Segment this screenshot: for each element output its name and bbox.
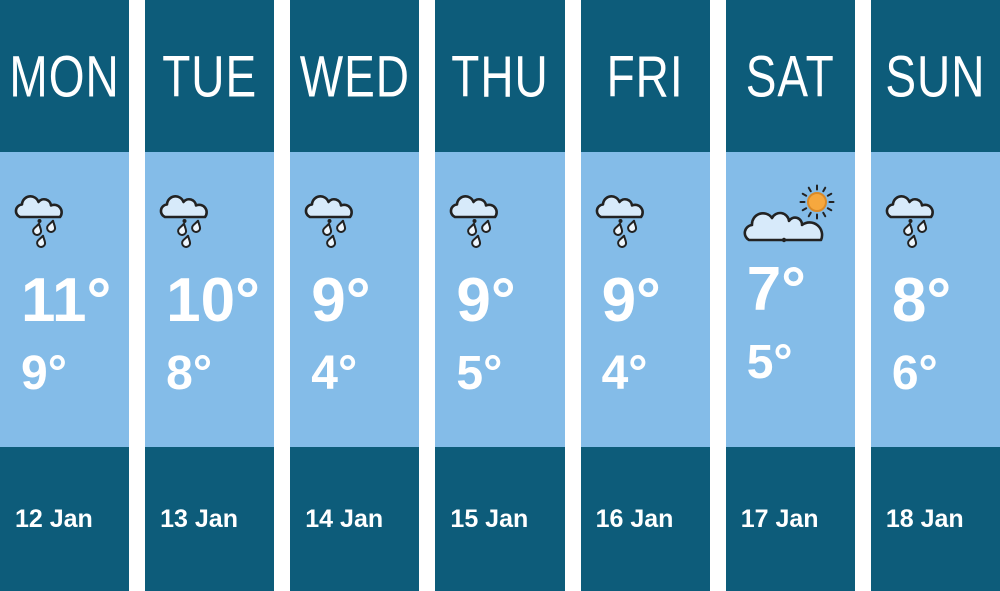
date-label: 17 Jan bbox=[740, 504, 819, 533]
day-header: THU bbox=[435, 0, 565, 152]
day-name-label: FRI bbox=[606, 42, 684, 110]
day-body: 9° 4° bbox=[290, 152, 420, 447]
low-temperature: 4° bbox=[311, 347, 358, 400]
day-column: SAT bbox=[725, 0, 855, 591]
day-footer: 12 Jan bbox=[0, 447, 130, 591]
date-label: 18 Jan bbox=[885, 504, 964, 533]
weather-icon-wrap bbox=[884, 195, 1000, 254]
day-header: SAT bbox=[725, 0, 855, 152]
day-name-label: TUE bbox=[162, 42, 258, 110]
day-header: SUN bbox=[870, 0, 1000, 152]
day-name-label: WED bbox=[299, 42, 411, 110]
high-temperature: 9° bbox=[456, 266, 516, 335]
day-column: MON 11° 9° 12 Jan bbox=[0, 0, 130, 591]
high-temperature: 7° bbox=[746, 255, 806, 324]
high-temperature: 8° bbox=[891, 266, 952, 335]
rain-cloud-icon bbox=[304, 195, 354, 248]
day-name-label: SAT bbox=[745, 42, 835, 110]
low-temperature: 6° bbox=[891, 347, 938, 400]
rain-cloud-icon bbox=[159, 195, 209, 248]
day-footer: 16 Jan bbox=[580, 447, 710, 591]
date-label: 14 Jan bbox=[305, 504, 384, 533]
high-temperature: 9° bbox=[601, 266, 661, 335]
weather-icon-wrap bbox=[303, 195, 419, 254]
weather-icon-wrap bbox=[594, 195, 710, 254]
low-temperature: 8° bbox=[166, 347, 213, 400]
date-label: 15 Jan bbox=[450, 504, 529, 533]
low-temperature: 5° bbox=[456, 347, 503, 400]
rain-cloud-icon bbox=[595, 195, 644, 248]
day-body: 9° 5° bbox=[435, 152, 565, 447]
day-footer: 18 Jan bbox=[870, 447, 1000, 591]
weather-icon-wrap bbox=[739, 184, 855, 243]
day-body: 9° 4° bbox=[580, 152, 710, 447]
day-header: WED bbox=[290, 0, 420, 152]
rain-cloud-icon bbox=[450, 195, 499, 248]
day-header: FRI bbox=[580, 0, 710, 152]
day-column: FRI 9° 4° 16 Jan bbox=[580, 0, 710, 591]
low-temperature: 4° bbox=[601, 347, 648, 400]
weather-icon-wrap bbox=[158, 195, 274, 254]
sun-behind-cloud-icon bbox=[743, 184, 835, 243]
day-column: TUE 10° 8° 13 Jan bbox=[145, 0, 275, 591]
day-footer: 14 Jan bbox=[290, 447, 420, 591]
high-temperature: 10° bbox=[166, 266, 260, 335]
low-temperature: 5° bbox=[746, 336, 793, 389]
day-body: 10° 8° bbox=[145, 152, 275, 447]
day-name-label: THU bbox=[451, 42, 549, 110]
date-label: 12 Jan bbox=[15, 504, 93, 533]
day-header: TUE bbox=[145, 0, 275, 152]
date-label: 13 Jan bbox=[160, 504, 238, 533]
high-temperature: 9° bbox=[311, 266, 371, 335]
day-column: WED 9° 4° 14 Jan bbox=[290, 0, 420, 591]
day-name-label: MON bbox=[9, 42, 120, 110]
weather-icon-wrap bbox=[13, 195, 129, 254]
day-footer: 13 Jan bbox=[145, 447, 275, 591]
rain-cloud-icon bbox=[14, 195, 63, 248]
low-temperature: 9° bbox=[21, 347, 67, 400]
day-column: THU 9° 5° 15 Jan bbox=[435, 0, 565, 591]
day-name-label: SUN bbox=[885, 42, 986, 110]
day-header: MON bbox=[0, 0, 130, 152]
date-label: 16 Jan bbox=[595, 504, 674, 533]
day-footer: 15 Jan bbox=[435, 447, 565, 591]
day-column: SUN 8° 6° 18 Jan bbox=[870, 0, 1000, 591]
day-body: 8° 6° bbox=[870, 152, 1000, 447]
day-footer: 17 Jan bbox=[725, 447, 855, 591]
day-body: 7° 5° bbox=[725, 152, 855, 447]
day-body: 11° 9° bbox=[0, 152, 130, 447]
rain-cloud-icon bbox=[885, 195, 934, 248]
weather-icon-wrap bbox=[448, 195, 564, 254]
high-temperature: 11° bbox=[21, 266, 112, 335]
